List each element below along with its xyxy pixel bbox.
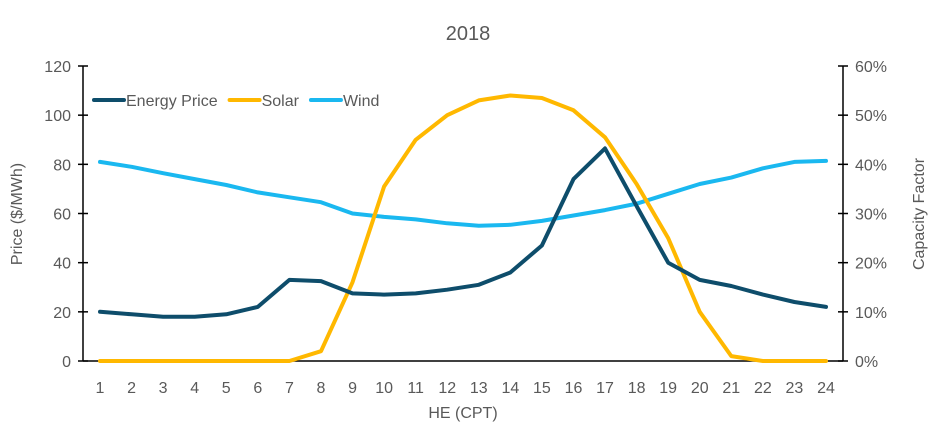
y-tick-label: 0 [62, 354, 71, 371]
series-lines [100, 95, 826, 361]
y-tick-label: 120 [44, 59, 71, 76]
x-tick-label: 9 [348, 380, 357, 397]
y-axis-label: Price ($/MWh) [9, 163, 26, 265]
x-tick-label: 22 [754, 380, 772, 397]
x-tick-label: 6 [253, 380, 262, 397]
legend-item: Energy Price [94, 93, 218, 110]
legend-label: Energy Price [126, 93, 218, 110]
y2-axis-label: Capacity Factor [911, 157, 928, 270]
x-tick-label: 1 [96, 380, 105, 397]
x-tick-label: 21 [722, 380, 740, 397]
x-tick-label: 7 [285, 380, 294, 397]
x-tick-label: 4 [190, 380, 199, 397]
x-tick-label: 11 [407, 380, 424, 397]
legend-item: Wind [311, 93, 379, 110]
y-tick-label: 80 [53, 157, 71, 174]
y2-tick-label: 30% [855, 207, 887, 224]
y2-tick-label: 20% [855, 256, 887, 273]
y2-tick-label: 0% [855, 354, 878, 371]
x-tick-label: 18 [628, 380, 646, 397]
x-tick-label: 10 [375, 380, 393, 397]
y-tick-label: 60 [53, 207, 71, 224]
series-line-energy-price [100, 148, 826, 316]
x-tick-label: 16 [565, 380, 583, 397]
x-tick-label: 14 [501, 380, 519, 397]
y-tick-label: 40 [53, 256, 71, 273]
x-tick-label: 12 [438, 380, 456, 397]
y-tick-label: 20 [53, 305, 71, 322]
x-tick-label: 13 [470, 380, 488, 397]
chart-title: 2018 [446, 23, 491, 45]
x-tick-label: 3 [159, 380, 168, 397]
x-tick-label: 17 [596, 380, 614, 397]
x-tick-label: 2 [127, 380, 136, 397]
y-tick-label: 100 [44, 108, 71, 125]
y2-tick-label: 50% [855, 108, 887, 125]
series-line-wind [100, 161, 826, 226]
y2-tick-label: 60% [855, 59, 887, 76]
series-line-solar [100, 96, 826, 362]
x-tick-label: 20 [691, 380, 709, 397]
x-tick-label: 8 [317, 380, 326, 397]
x-tick-label: 24 [817, 380, 835, 397]
x-tick-label: 15 [533, 380, 551, 397]
legend-label: Wind [343, 93, 379, 110]
x-axis-label: HE (CPT) [428, 405, 497, 422]
legend-label: Solar [262, 93, 300, 110]
x-tick-label: 23 [786, 380, 804, 397]
legend: Energy Price Solar Wind [94, 93, 379, 110]
x-tick-label: 5 [222, 380, 231, 397]
x-tick-label: 19 [659, 380, 677, 397]
legend-item: Solar [230, 93, 300, 110]
y2-tick-label: 40% [855, 157, 887, 174]
y2-tick-label: 10% [855, 305, 887, 322]
